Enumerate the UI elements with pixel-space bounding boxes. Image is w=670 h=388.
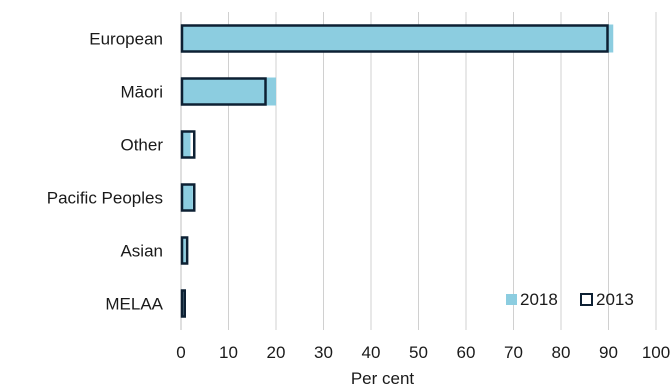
bar-2013-1 — [180, 77, 267, 106]
x-tick-label: 10 — [219, 343, 238, 362]
bar-2018-0 — [181, 24, 614, 53]
x-tick-labels: 0 10 20 30 40 50 60 70 80 90 100 — [176, 343, 670, 362]
bar-2013-0 — [180, 24, 609, 53]
legend-swatch-2013 — [580, 293, 593, 306]
category-label: MELAA — [105, 295, 163, 314]
x-tick-label: 40 — [362, 343, 381, 362]
bar-2018-2 — [181, 130, 191, 159]
legend-label-2013: 2013 — [596, 290, 634, 309]
x-tick-label: 90 — [599, 343, 618, 362]
category-label: Pacific Peoples — [47, 189, 163, 208]
category-labels: European Māori Other Pacific Peoples Asian ME… — [47, 30, 164, 314]
bars — [180, 24, 614, 318]
bar-2013-5 — [180, 289, 186, 318]
category-label: Asian — [120, 242, 163, 261]
grid-lines — [228, 12, 657, 330]
category-label: Other — [120, 136, 163, 155]
x-tick-label: 20 — [267, 343, 286, 362]
legend-label-2018: 2018 — [520, 290, 558, 309]
bar-2013-2 — [180, 130, 196, 159]
bar-2018-4 — [181, 236, 186, 265]
legend: 2018 2013 — [506, 290, 634, 309]
x-tick-label: 30 — [314, 343, 333, 362]
bar-2018-3 — [181, 183, 193, 212]
bar-2018-1 — [181, 77, 276, 106]
legend-swatch-2018 — [506, 294, 517, 305]
x-tick-label: 60 — [457, 343, 476, 362]
x-tick-label: 70 — [504, 343, 523, 362]
category-label: European — [89, 30, 163, 49]
x-axis-title: Per cent — [351, 369, 415, 388]
bar-2013-3 — [180, 183, 196, 212]
x-tick-label: 50 — [409, 343, 428, 362]
bar-2013-4 — [180, 236, 189, 265]
category-label: Māori — [120, 83, 163, 102]
x-tick-label: 0 — [176, 343, 185, 362]
x-tick-label: 80 — [552, 343, 571, 362]
x-tick-label: 100 — [642, 343, 670, 362]
